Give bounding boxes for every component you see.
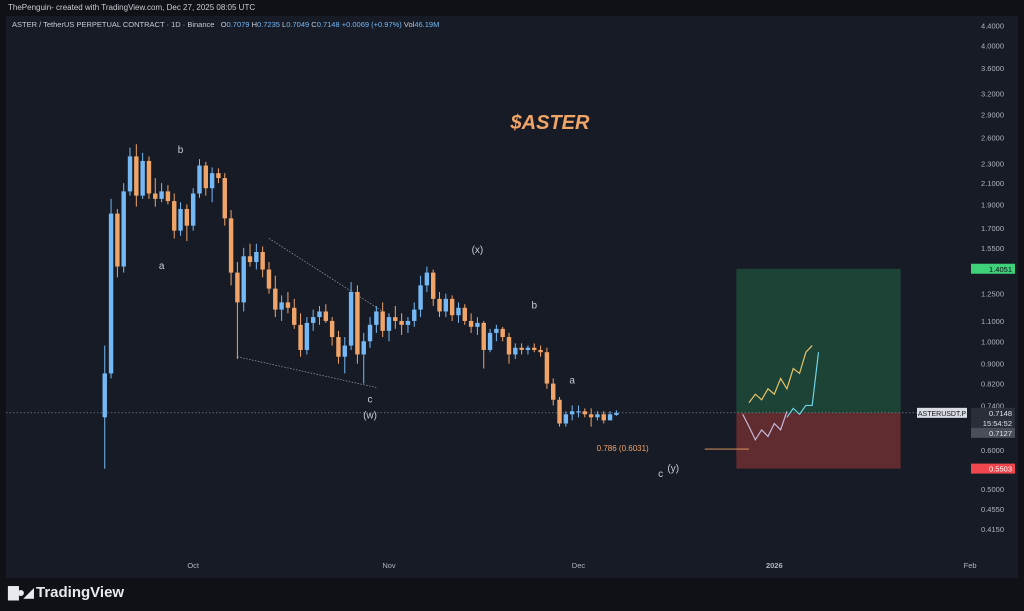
symbol-name[interactable]: ASTER / TetherUS PERPETUAL CONTRACT · 1D… [12, 20, 215, 29]
high-label: H [251, 20, 257, 29]
tradingview-brand[interactable]: ▇●◢ TradingView [8, 584, 124, 601]
low-value: 0.7049 [286, 20, 310, 29]
symbol-legend: ASTER / TetherUS PERPETUAL CONTRACT · 1D… [12, 20, 439, 29]
attribution-text: ThePenguin- created with TradingView.com… [8, 3, 256, 12]
chart-pane[interactable] [6, 16, 1018, 578]
close-value: 0.7148 [316, 20, 340, 29]
volume-value: 46.19M [414, 20, 440, 29]
low-label: L [282, 20, 287, 29]
footer-bar [0, 578, 1024, 611]
change-value: +0.0069 (+0.97%) [341, 20, 402, 29]
open-label: O [220, 20, 227, 29]
open-value: 0.7079 [226, 20, 250, 29]
volume-label: Vol [403, 20, 415, 29]
tradingview-logo-icon: ▇●◢ [8, 584, 34, 600]
high-value: 0.7235 [257, 20, 280, 29]
brand-label: TradingView [36, 584, 125, 601]
attribution-bar: ThePenguin- created with TradingView.com… [0, 0, 1024, 16]
close-label: C [311, 20, 317, 29]
